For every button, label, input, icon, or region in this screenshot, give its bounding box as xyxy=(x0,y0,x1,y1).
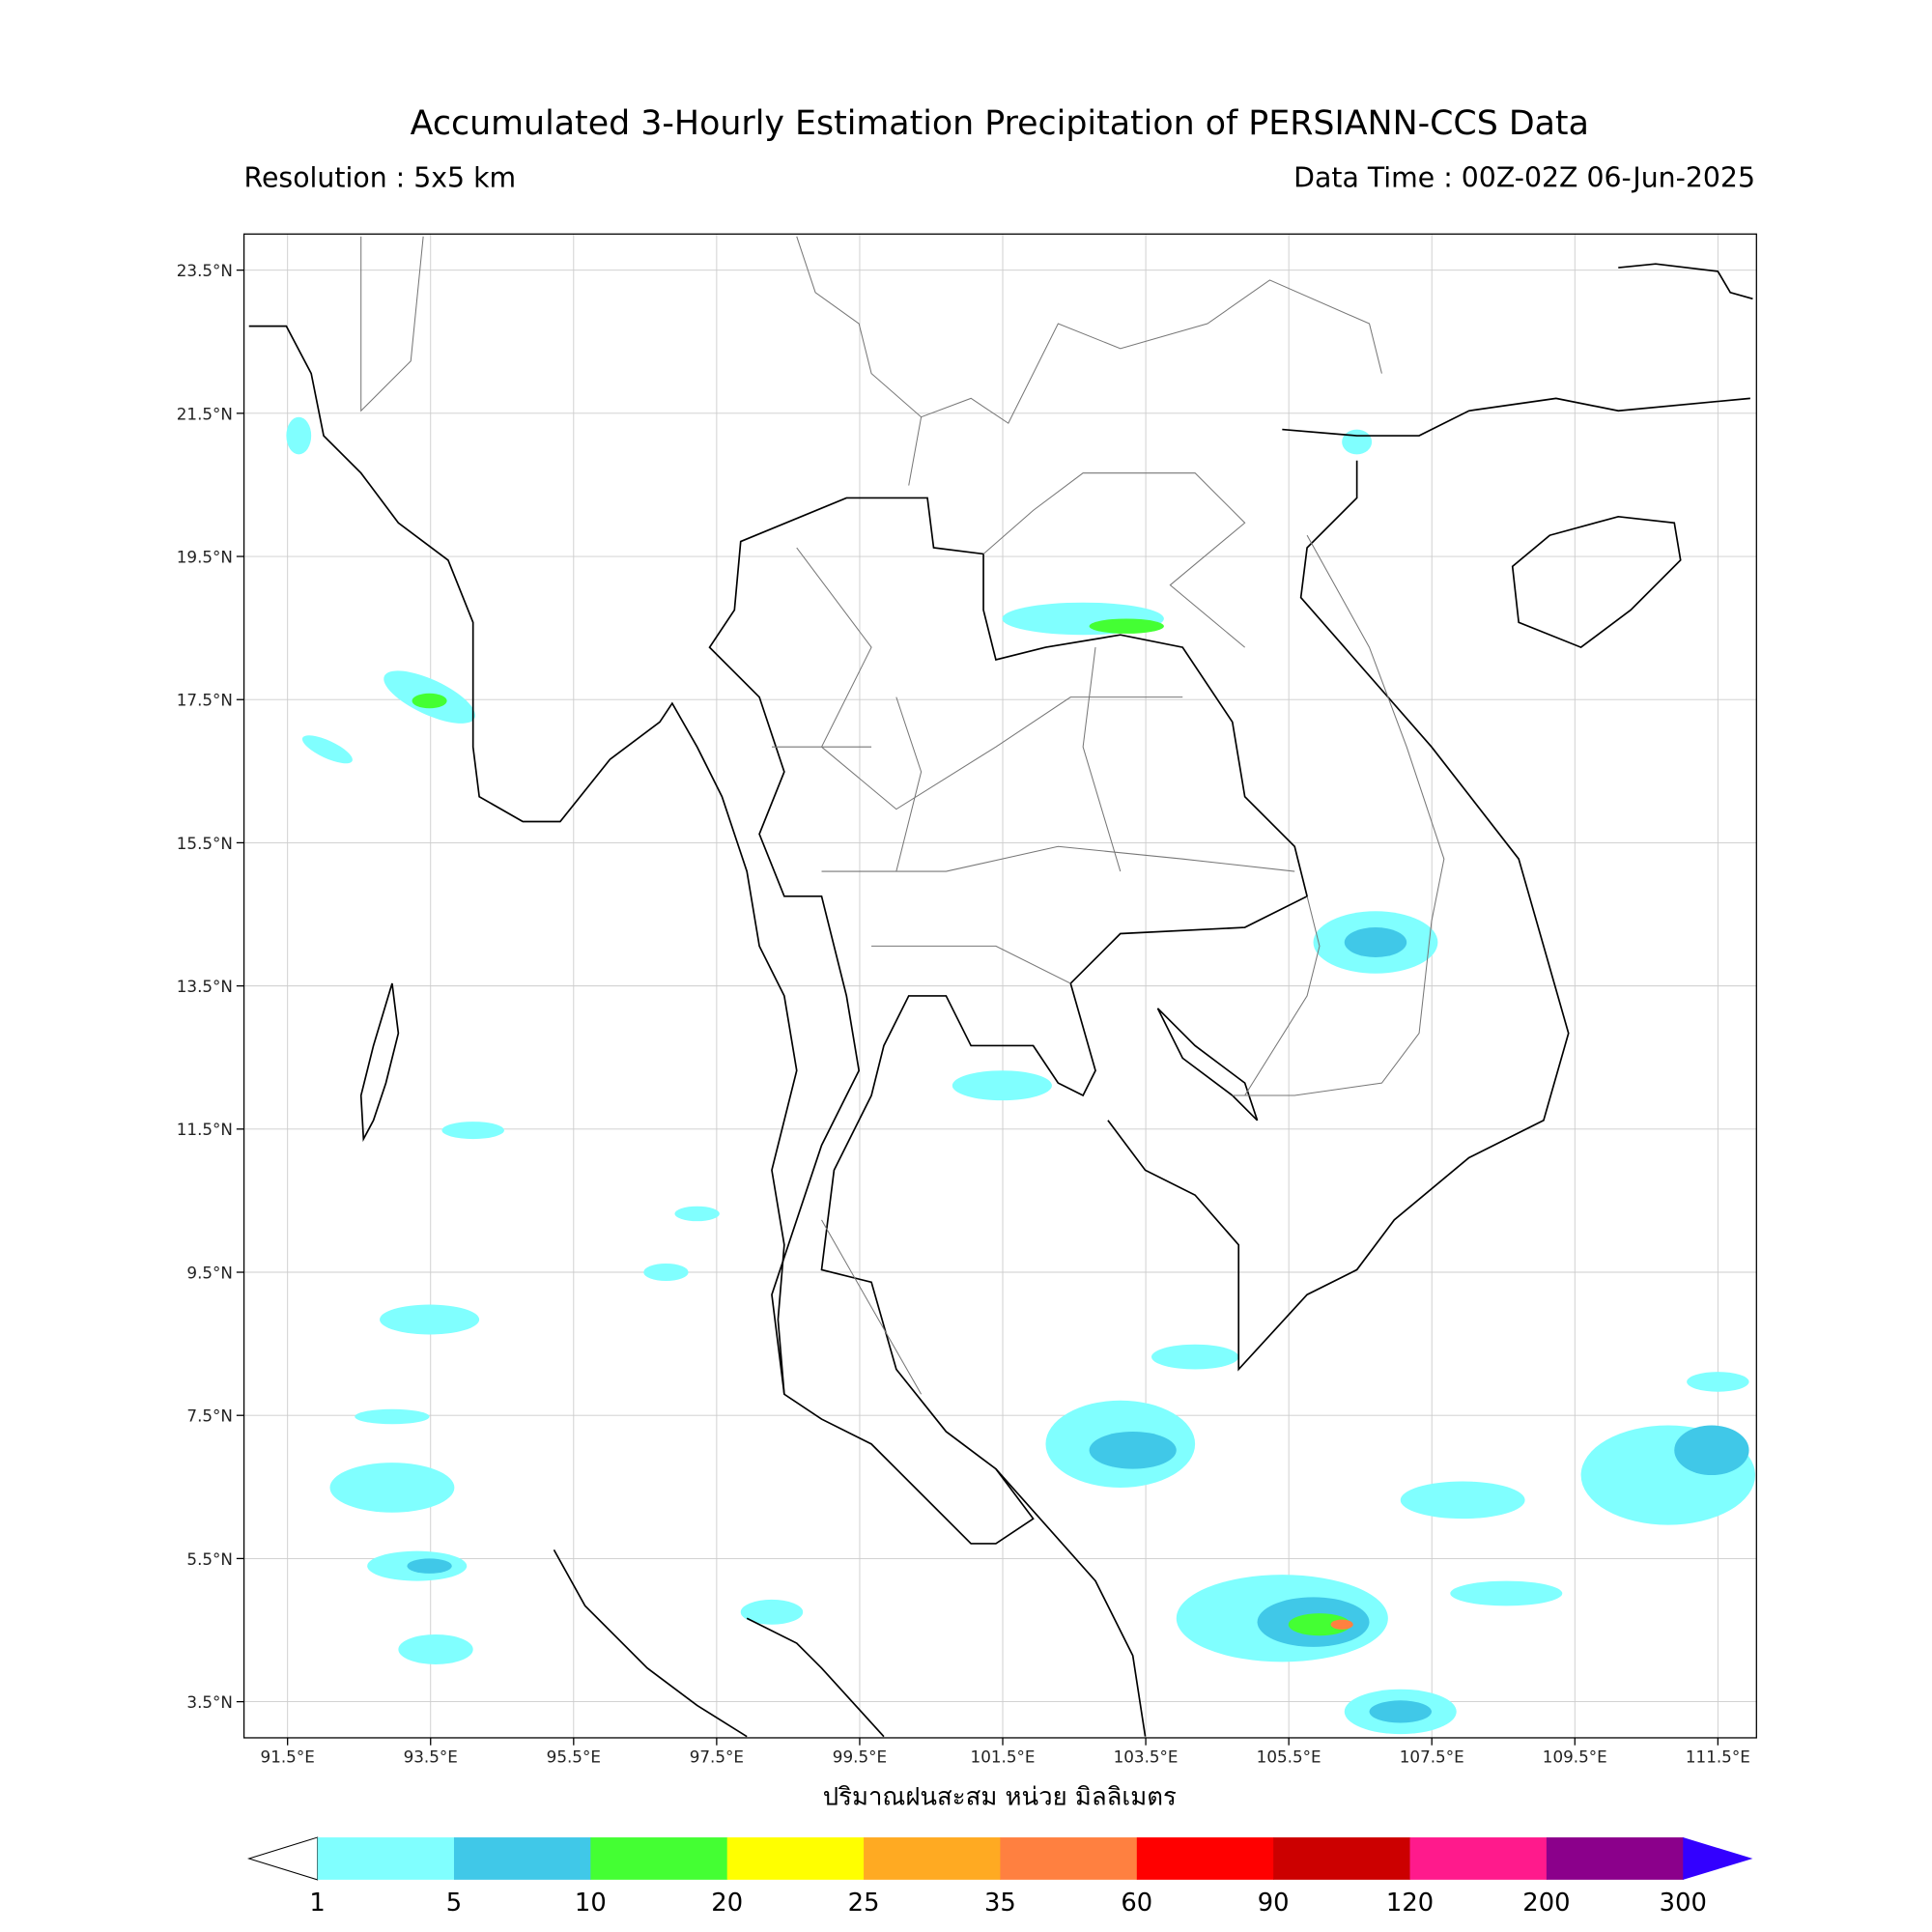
lon-label: 111.5°E xyxy=(1686,1747,1750,1767)
rain xyxy=(1342,429,1373,455)
rain xyxy=(407,1558,452,1574)
colorbar-label: 90 xyxy=(1258,1889,1290,1918)
lat-label: 11.5°N xyxy=(177,1120,233,1139)
rain xyxy=(1288,1613,1351,1636)
colorbar-label: 60 xyxy=(1121,1889,1152,1918)
colorbar-segment xyxy=(453,1837,591,1880)
lon-label: 91.5°E xyxy=(261,1747,315,1767)
lat-label: 7.5°N xyxy=(186,1406,233,1426)
rain xyxy=(301,735,353,764)
sumatra-coast xyxy=(553,1548,748,1738)
title: Accumulated 3-Hourly Estimation Precipit… xyxy=(411,104,1589,143)
colorbar-label: 300 xyxy=(1660,1889,1707,1918)
vietnam-coast xyxy=(1107,397,1750,1372)
rain xyxy=(1369,1700,1432,1723)
lon-label: 99.5°E xyxy=(833,1747,887,1767)
china-coast xyxy=(1618,263,1753,300)
lat-label: 17.5°N xyxy=(177,691,233,710)
lon-label: 93.5°E xyxy=(404,1747,458,1767)
colorbar-label: 1 xyxy=(309,1889,325,1918)
colorbar-segment xyxy=(590,1837,728,1880)
cambodia-lake xyxy=(1156,1008,1259,1122)
colorbar-label: 25 xyxy=(848,1889,880,1918)
lon-label: 103.5°E xyxy=(1114,1747,1179,1767)
rain xyxy=(380,1304,480,1335)
rain xyxy=(398,1634,473,1664)
resolution: Resolution : 5x5 km xyxy=(244,161,517,193)
rain xyxy=(1674,1425,1749,1476)
colorbar-segment xyxy=(1546,1837,1684,1880)
rain xyxy=(1687,1372,1749,1392)
colorbar-over xyxy=(1683,1837,1753,1880)
lat-label: 21.5°N xyxy=(177,404,233,423)
x-axis-label: ปริมาณฝนสะสม หน่วย มิลลิเมตร xyxy=(823,1783,1177,1812)
rain xyxy=(1151,1344,1239,1370)
rain xyxy=(952,1070,1052,1101)
rain xyxy=(1089,618,1164,634)
rain xyxy=(740,1599,804,1625)
rain xyxy=(674,1206,720,1222)
lon-label: 97.5°E xyxy=(690,1747,744,1767)
colorbar-segment xyxy=(726,1837,865,1880)
lon-label: 109.5°E xyxy=(1543,1747,1607,1767)
colorbar-label: 20 xyxy=(711,1889,743,1918)
lon-label: 101.5°E xyxy=(971,1747,1036,1767)
rain xyxy=(1344,927,1407,957)
rain xyxy=(329,1463,455,1513)
rain xyxy=(1400,1481,1525,1520)
colorbar-segment xyxy=(317,1837,455,1880)
colorbar-segment xyxy=(864,1837,1002,1880)
rain xyxy=(643,1263,689,1282)
lat-label: 5.5°N xyxy=(186,1549,233,1569)
colorbar-segment xyxy=(1000,1837,1138,1880)
colorbar-label: 5 xyxy=(446,1889,462,1918)
lat-label: 23.5°N xyxy=(177,261,233,280)
malaysia-coast xyxy=(746,1468,1147,1738)
lon-label: 107.5°E xyxy=(1400,1747,1464,1767)
coastlines xyxy=(248,236,1753,1738)
thailand xyxy=(708,497,1309,1545)
colorbar-label: 200 xyxy=(1522,1889,1570,1918)
andaman xyxy=(359,982,400,1143)
data-time: Data Time : 00Z-02Z 06-Jun-2025 xyxy=(1293,161,1755,193)
rain xyxy=(355,1408,430,1425)
rain-areas xyxy=(286,416,1756,1735)
colorbar: 1 5 10 20 25 35 60 90 120 200 300 xyxy=(246,1836,1753,1918)
lat-label: 13.5°N xyxy=(177,977,233,996)
colorbar-segment xyxy=(1273,1837,1411,1880)
rain xyxy=(412,693,447,709)
myanmar-coast xyxy=(248,325,798,1395)
lat-label: 19.5°N xyxy=(177,547,233,566)
rain xyxy=(1330,1619,1353,1630)
colorbar-segment xyxy=(1136,1837,1274,1880)
lat-label: 9.5°N xyxy=(186,1263,233,1282)
lon-label: 105.5°E xyxy=(1257,1747,1321,1767)
lat-label: 3.5°N xyxy=(186,1692,233,1712)
rain xyxy=(1089,1431,1177,1469)
rain xyxy=(1450,1580,1563,1606)
colorbar-label: 35 xyxy=(984,1889,1016,1918)
hainan xyxy=(1511,515,1682,649)
borders xyxy=(360,236,1445,1096)
colorbar-label: 10 xyxy=(575,1889,607,1918)
rain xyxy=(286,416,312,455)
map-frame xyxy=(242,233,1757,1739)
colorbar-label: 120 xyxy=(1386,1889,1434,1918)
rain xyxy=(441,1122,504,1140)
colorbar-segment xyxy=(1409,1837,1548,1880)
lon-label: 95.5°E xyxy=(547,1747,601,1767)
lat-label: 15.5°N xyxy=(177,834,233,853)
provinces xyxy=(771,547,1295,1395)
